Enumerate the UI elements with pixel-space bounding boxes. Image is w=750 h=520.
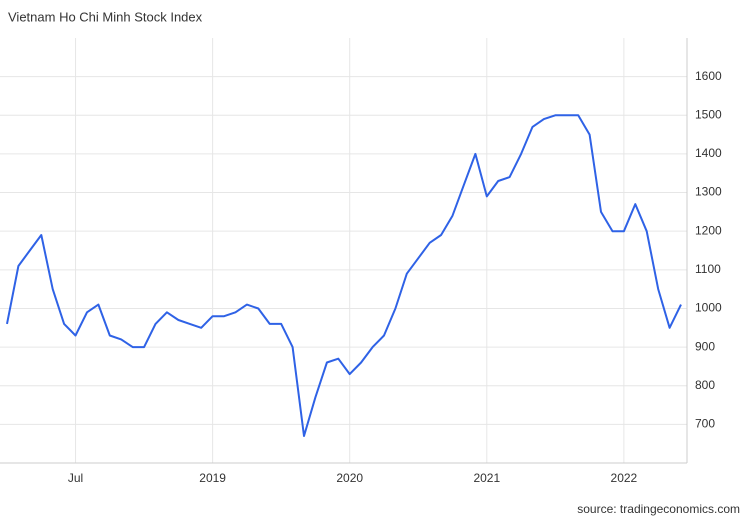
y-tick-label: 700 — [695, 417, 715, 431]
line-series — [6, 114, 682, 437]
y-tick-label: 900 — [695, 339, 715, 353]
y-tick-label: 1200 — [695, 223, 722, 237]
y-tick-label: 800 — [695, 378, 715, 392]
x-tick-label: 2021 — [473, 471, 500, 485]
y-tick-label: 1000 — [695, 301, 722, 315]
x-tick-label: 2022 — [611, 471, 638, 485]
x-tick-label: Jul — [68, 471, 83, 485]
y-tick-label: 1300 — [695, 185, 722, 199]
x-tick-label: 2019 — [199, 471, 226, 485]
y-tick-label: 1400 — [695, 146, 722, 160]
y-tick-label: 1500 — [695, 107, 722, 121]
x-tick-label: 2020 — [336, 471, 363, 485]
y-tick-label: 1100 — [695, 262, 721, 276]
y-tick-label: 1600 — [695, 69, 722, 83]
chart-title: Vietnam Ho Chi Minh Stock Index — [8, 9, 203, 24]
source: source: tradingeconomics.com — [577, 502, 740, 516]
